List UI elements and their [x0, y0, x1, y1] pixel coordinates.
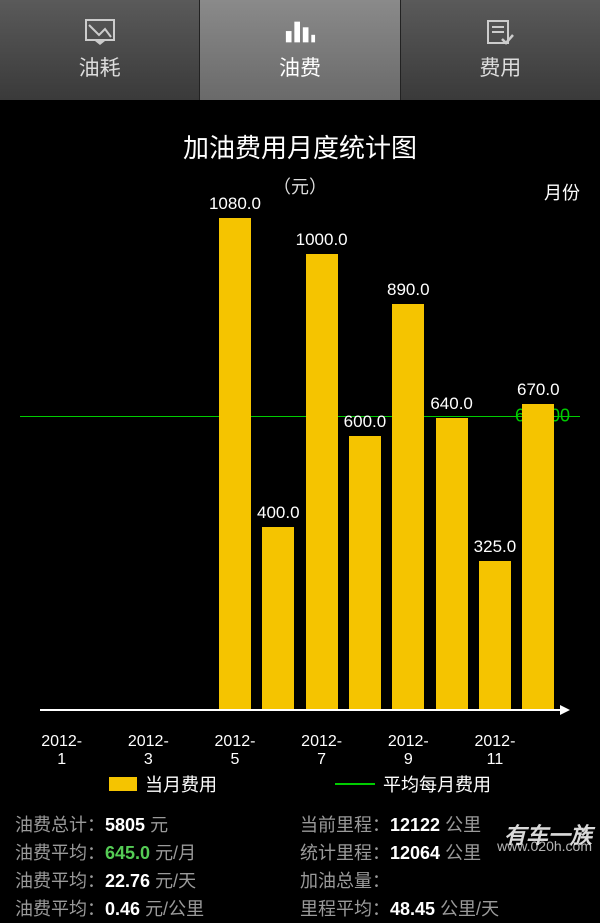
bar-slot: 640.0 [430, 209, 473, 709]
bar-slot: 1000.0 [300, 209, 343, 709]
bar-slot [127, 209, 170, 709]
x-tick-label: 2012-11 [473, 733, 516, 761]
legend-bar-swatch [109, 777, 137, 791]
bar[interactable] [306, 254, 338, 709]
bar-slot [40, 209, 83, 709]
legend-bar: 当月费用 [109, 771, 217, 797]
chart-plot: 645.00 1080.0400.01000.0600.0890.0640.03… [40, 209, 560, 709]
bar-value-label: 670.0 [517, 380, 560, 400]
x-tick-label [83, 733, 126, 761]
chart-title: 加油费用月度统计图 [10, 128, 590, 165]
bars-container: 1080.0400.01000.0600.0890.0640.0325.0670… [40, 209, 560, 709]
tab-expenses[interactable]: 费用 [401, 0, 600, 100]
tab-label: 油耗 [79, 52, 121, 82]
tab-label: 油费 [279, 52, 321, 82]
bar-slot: 400.0 [257, 209, 300, 709]
bar[interactable] [262, 527, 294, 709]
bar-value-label: 400.0 [257, 503, 300, 523]
x-axis [40, 709, 560, 733]
stat-row: 统计里程：12064 公里 [300, 839, 585, 867]
stat-row: 里程平均：48.45 公里/天 [300, 895, 585, 923]
legend-line: 平均每月费用 [335, 771, 491, 797]
legend-line-label: 平均每月费用 [383, 771, 491, 797]
x-ticks: 2012-1 2012-3 2012-5 2012-7 2012-9 2012-11 [40, 733, 560, 761]
x-tick-label [430, 733, 473, 761]
chart-panel: 加油费用月度统计图 （元） 645.00 1080.0400.01000.060… [0, 100, 600, 797]
stats-left: 油费总计：5805 元油费平均：645.0 元/月油费平均：22.76 元/天油… [15, 811, 300, 923]
x-tick-label [517, 733, 560, 761]
x-tick-label: 2012-5 [213, 733, 256, 761]
tab-bar: 油耗 油费 费用 [0, 0, 600, 100]
bar-value-label: 1000.0 [296, 230, 348, 250]
bar[interactable] [392, 304, 424, 709]
chart-legend: 当月费用 平均每月费用 [50, 771, 550, 797]
x-axis-label: 月份 [544, 179, 580, 205]
bar-chart-icon [284, 18, 316, 46]
bar-value-label: 890.0 [387, 280, 430, 300]
x-tick-label [343, 733, 386, 761]
bar[interactable] [349, 436, 381, 709]
stat-row: 加油总量： [300, 867, 585, 895]
bar-slot: 1080.0 [213, 209, 256, 709]
bar-value-label: 640.0 [430, 394, 473, 414]
tab-fuel-consumption[interactable]: 油耗 [0, 0, 200, 100]
bar[interactable] [522, 404, 554, 709]
bar-slot: 890.0 [387, 209, 430, 709]
x-tick-label: 2012-9 [387, 733, 430, 761]
chart-decline-icon [84, 18, 116, 46]
x-tick-label [170, 733, 213, 761]
x-tick-label: 2012-7 [300, 733, 343, 761]
tab-label: 费用 [479, 52, 521, 82]
bar[interactable] [436, 418, 468, 709]
legend-line-swatch [335, 783, 375, 785]
bar[interactable] [479, 561, 511, 709]
bar-value-label: 600.0 [344, 412, 387, 432]
stat-row: 油费平均：0.46 元/公里 [15, 895, 300, 923]
bar-slot [83, 209, 126, 709]
legend-bar-label: 当月费用 [145, 771, 217, 797]
bar[interactable] [219, 218, 251, 709]
receipt-icon [484, 18, 516, 46]
stat-row: 当前里程：12122 公里 [300, 811, 585, 839]
bar-slot: 325.0 [473, 209, 516, 709]
bar-slot [170, 209, 213, 709]
stat-row: 油费平均：22.76 元/天 [15, 867, 300, 895]
tab-fuel-cost[interactable]: 油费 [200, 0, 400, 100]
x-tick-label: 2012-3 [127, 733, 170, 761]
x-tick-label: 2012-1 [40, 733, 83, 761]
stats-right: 当前里程：12122 公里统计里程：12064 公里加油总量： 里程平均：48.… [300, 811, 585, 923]
bar-value-label: 325.0 [474, 537, 517, 557]
stat-row: 油费平均：645.0 元/月 [15, 839, 300, 867]
bar-value-label: 1080.0 [209, 194, 261, 214]
x-tick-label [257, 733, 300, 761]
bar-slot: 600.0 [343, 209, 386, 709]
stats-panel: 油费总计：5805 元油费平均：645.0 元/月油费平均：22.76 元/天油… [0, 811, 600, 923]
stat-row: 油费总计：5805 元 [15, 811, 300, 839]
chart-subtitle: （元） [10, 173, 590, 199]
bar-slot: 670.0 [517, 209, 560, 709]
